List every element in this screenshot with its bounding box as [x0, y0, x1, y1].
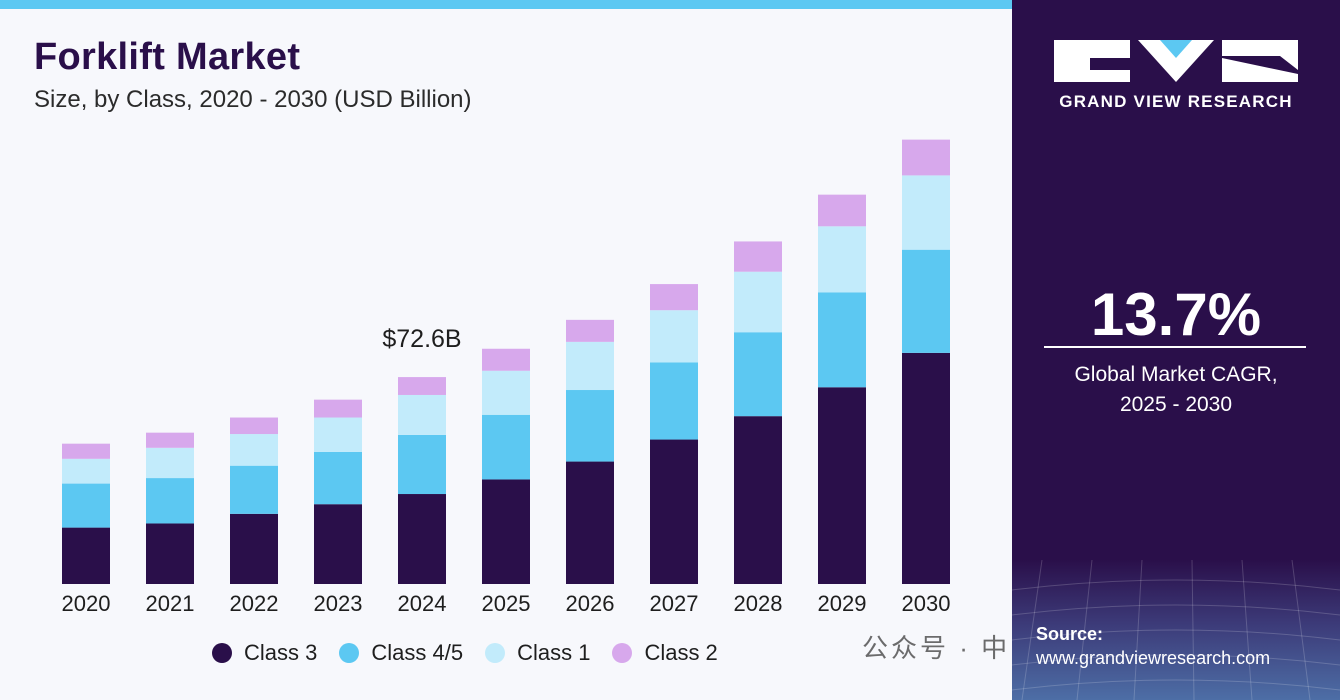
bar-2030-class-1: [902, 175, 950, 250]
chart-title: Forklift Market: [34, 36, 301, 78]
bar-2030-class-3: [902, 352, 950, 584]
bar-2028-class-3: [734, 416, 782, 584]
chart-legend: Class 3 Class 4/5 Class 1 Class 2: [212, 640, 718, 666]
bar-2021-class-2: [146, 432, 194, 448]
cagr-label: Global Market CAGR, 2025 - 2030: [1012, 360, 1340, 420]
bar-2020-class-1: [62, 458, 110, 484]
bar-2024-class-4-5: [398, 434, 446, 495]
x-tick-label: 2023: [314, 591, 363, 616]
source-label: Source:: [1036, 624, 1104, 644]
legend-label: Class 3: [244, 640, 318, 665]
bar-2028-class-2: [734, 241, 782, 272]
bar-2028-class-1: [734, 271, 782, 333]
x-tick-label: 2021: [146, 591, 195, 616]
grid-lines: [1012, 559, 1340, 700]
x-tick-label: 2025: [482, 591, 531, 616]
x-tick-label: 2024: [398, 591, 447, 616]
bar-2026-class-4-5: [566, 390, 614, 462]
legend-swatch: [485, 643, 506, 663]
chart-subtitle: Size, by Class, 2020 - 2030 (USD Billion…: [34, 86, 472, 113]
bar-2026-class-2: [566, 319, 614, 342]
bar-2026-class-3: [566, 461, 614, 584]
legend-item-class-3: Class 3: [212, 640, 317, 666]
x-tick-label: 2022: [230, 591, 279, 616]
bar-2020-class-3: [62, 527, 110, 584]
bar-2029-class-3: [818, 387, 866, 584]
legend-label: Class 1: [517, 640, 591, 665]
legend-swatch: [212, 643, 232, 663]
source-url[interactable]: www.grandviewresearch.com: [1036, 648, 1271, 668]
x-tick-label: 2026: [566, 591, 615, 616]
x-tick-label: 2030: [902, 591, 951, 616]
bar-2024-class-2: [398, 377, 446, 395]
bar-2029-class-4-5: [818, 292, 866, 388]
bar-2024-class-1: [398, 394, 446, 435]
bar-2025-class-1: [482, 370, 530, 415]
bar-2026-class-1: [566, 341, 614, 391]
bar-2024-class-3: [398, 494, 446, 584]
stacked-bar-chart: 2020 2021 2022 2023 2024 $72.6B 2025 2026 2027 20…: [62, 139, 951, 616]
bar-2022-class-3: [230, 513, 278, 584]
x-tick-label: 2020: [62, 591, 111, 616]
bar-2027-class-4-5: [650, 362, 698, 440]
cagr-label-line-1: Global Market CAGR,: [1074, 363, 1278, 386]
bar-2027-class-3: [650, 439, 698, 584]
bar-2021-class-1: [146, 447, 194, 479]
divider-line: [1044, 346, 1306, 348]
accent-top-bar: [0, 0, 1012, 9]
x-tick-label: 2028: [734, 591, 783, 616]
cagr-sidebar: GRAND VIEW RESEARCH 13.7% Global Market …: [1012, 0, 1340, 700]
bar-2022-class-4-5: [230, 465, 278, 514]
bar-2027-class-1: [650, 310, 698, 363]
legend-item-class-4-5: Class 4/5: [339, 640, 463, 666]
bar-2021-class-3: [146, 523, 194, 584]
source-note: Source: www.grandviewresearch.com: [1036, 622, 1270, 670]
bar-2030-class-4-5: [902, 249, 950, 353]
legend-item-class-1: Class 1: [485, 640, 590, 666]
bar-2029-class-2: [818, 194, 866, 227]
gvr-logo-icon: [1054, 40, 1298, 82]
bar-2022-class-1: [230, 434, 278, 466]
bar-2021-class-4-5: [146, 478, 194, 524]
bar-2029-class-1: [818, 226, 866, 293]
legend-swatch: [612, 643, 633, 663]
legend-label: Class 4/5: [371, 640, 464, 665]
bar-2028-class-4-5: [734, 332, 782, 417]
bar-2030-class-2: [902, 139, 950, 176]
legend-item-class-2: Class 2: [612, 640, 718, 666]
bar-2023-class-2: [314, 399, 362, 418]
bar-2023-class-3: [314, 504, 362, 584]
bar-2022-class-2: [230, 417, 278, 435]
x-tick-label: 2029: [818, 591, 867, 616]
bar-2023-class-4-5: [314, 451, 362, 505]
bar-2020-class-4-5: [62, 483, 110, 528]
bar-2023-class-1: [314, 417, 362, 452]
bar-2025-class-4-5: [482, 414, 530, 480]
cagr-value: 13.7%: [1090, 281, 1262, 348]
legend-swatch: [339, 643, 360, 663]
decorative-grid: [1012, 559, 1340, 700]
x-tick-label: 2027: [650, 591, 699, 616]
legend-label: Class 2: [644, 640, 718, 665]
cagr-label-line-2: 2025 - 2030: [1119, 393, 1233, 416]
bar-2027-class-2: [650, 284, 698, 311]
bar-2025-class-3: [482, 479, 530, 584]
bar-2025-class-2: [482, 348, 530, 371]
data-label-annotation: $72.6B: [382, 325, 461, 353]
bar-2020-class-2: [62, 443, 110, 459]
brand-name: GRAND VIEW RESEARCH: [1059, 92, 1293, 111]
